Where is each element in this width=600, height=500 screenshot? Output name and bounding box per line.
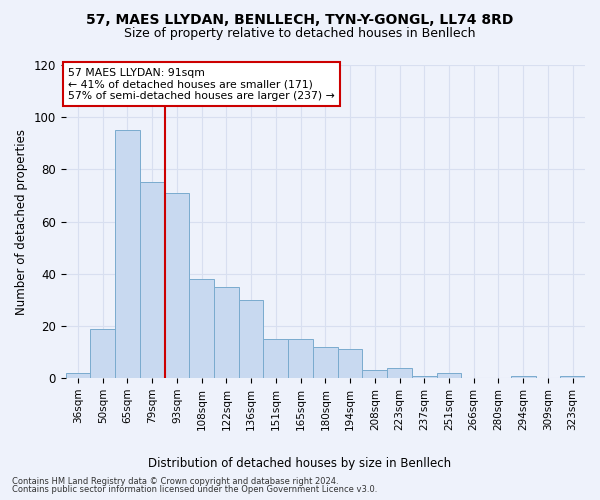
Y-axis label: Number of detached properties: Number of detached properties (15, 128, 28, 314)
Bar (140, 182, 164, 378)
Bar (387, 368, 412, 378)
Bar (214, 287, 239, 378)
Bar (338, 350, 362, 378)
Bar (362, 370, 387, 378)
Bar (190, 279, 214, 378)
Bar (65, 373, 91, 378)
Bar (263, 339, 288, 378)
Text: Distribution of detached houses by size in Benllech: Distribution of detached houses by size … (148, 458, 452, 470)
Bar (560, 376, 585, 378)
Bar (239, 300, 263, 378)
Bar (437, 373, 461, 378)
Text: Size of property relative to detached houses in Benllech: Size of property relative to detached ho… (124, 28, 476, 40)
Text: Contains public sector information licensed under the Open Government Licence v3: Contains public sector information licen… (12, 485, 377, 494)
Text: 57, MAES LLYDAN, BENLLECH, TYN-Y-GONGL, LL74 8RD: 57, MAES LLYDAN, BENLLECH, TYN-Y-GONGL, … (86, 12, 514, 26)
Text: 57 MAES LLYDAN: 91sqm
← 41% of detached houses are smaller (171)
57% of semi-det: 57 MAES LLYDAN: 91sqm ← 41% of detached … (68, 68, 335, 101)
Bar (288, 339, 313, 378)
Bar (91, 328, 115, 378)
Bar (511, 376, 536, 378)
Bar (313, 347, 338, 378)
Bar (115, 130, 140, 378)
Text: Contains HM Land Registry data © Crown copyright and database right 2024.: Contains HM Land Registry data © Crown c… (12, 478, 338, 486)
Bar (164, 193, 190, 378)
Bar (412, 376, 437, 378)
